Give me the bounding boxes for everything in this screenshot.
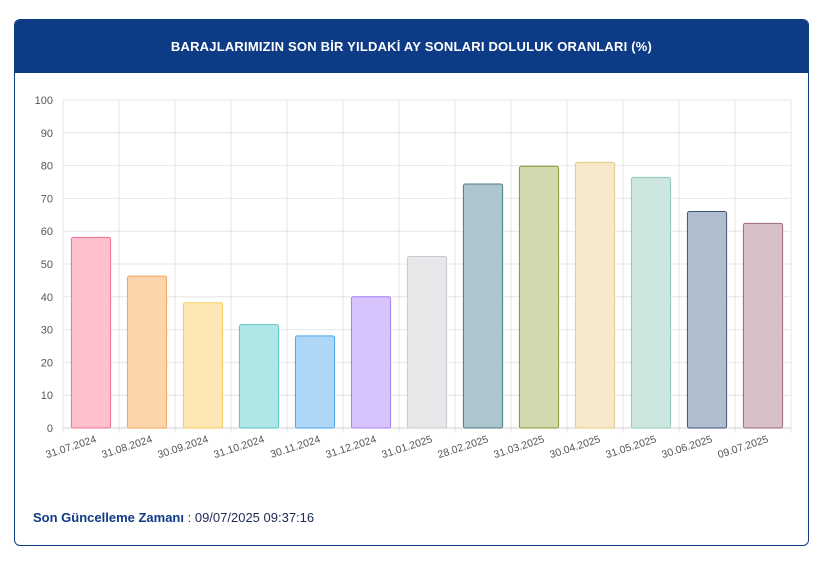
x-tick-label: 30.04.2025: [548, 433, 602, 461]
y-tick-label: 40: [41, 292, 53, 304]
bar-chart: 0 10 20 30 40 50 60 70 80 90 100 31.07.2024 31.08.20…: [35, 95, 792, 461]
bar: [238, 324, 280, 429]
x-tick-label: 31.03.2025: [492, 433, 546, 461]
x-tick-label: 31.10.2024: [212, 433, 266, 461]
bar: [126, 275, 168, 429]
last-update-separator: :: [184, 510, 195, 525]
chart-title: BARAJLARIMIZIN SON BİR YILDAKİ AY SONLAR…: [15, 20, 808, 73]
bar: [406, 255, 448, 429]
last-update-value: 09/07/2025 09:37:16: [194, 510, 315, 525]
x-tick-label: 30.06.2025: [660, 433, 714, 461]
x-tick-label: 09.07.2025: [716, 433, 770, 461]
bar: [70, 236, 112, 429]
y-tick-label: 80: [41, 161, 53, 173]
y-tick-label: 100: [35, 95, 53, 107]
x-tick-label: 31.01.2025: [380, 433, 434, 461]
y-tick-label: 10: [41, 390, 53, 402]
y-tick-label: 70: [41, 193, 53, 205]
bar: [742, 222, 784, 429]
x-tick-label: 31.12.2024: [324, 433, 378, 461]
y-tick-label: 50: [41, 259, 53, 271]
bar: [686, 211, 728, 429]
last-update: Son Güncelleme Zamanı : 09/07/2025 09:37…: [33, 510, 314, 525]
bar: [182, 302, 224, 429]
bar: [462, 183, 504, 429]
y-tick-label: 30: [41, 325, 53, 337]
y-tick-label: 0: [47, 423, 53, 435]
bar: [350, 296, 392, 429]
chart-area: 0 10 20 30 40 50 60 70 80 90 100 31.07.2024 31.08.20…: [15, 73, 808, 493]
bar: [574, 161, 616, 429]
y-tick-label: 20: [41, 357, 53, 369]
x-tick-label: 31.05.2025: [604, 433, 658, 461]
chart-card: BARAJLARIMIZIN SON BİR YILDAKİ AY SONLAR…: [14, 19, 809, 546]
x-tick-label: 28.02.2025: [436, 433, 490, 461]
bar: [630, 176, 672, 429]
last-update-label: Son Güncelleme Zamanı: [33, 510, 184, 525]
y-tick-label: 90: [41, 128, 53, 140]
x-tick-label: 30.09.2024: [156, 433, 210, 461]
y-tick-label: 60: [41, 226, 53, 238]
bar: [518, 165, 560, 429]
x-tick-label: 31.07.2024: [44, 433, 98, 461]
bar: [294, 335, 336, 429]
x-tick-label: 30.11.2024: [269, 433, 322, 460]
x-tick-label: 31.08.2024: [100, 433, 154, 461]
